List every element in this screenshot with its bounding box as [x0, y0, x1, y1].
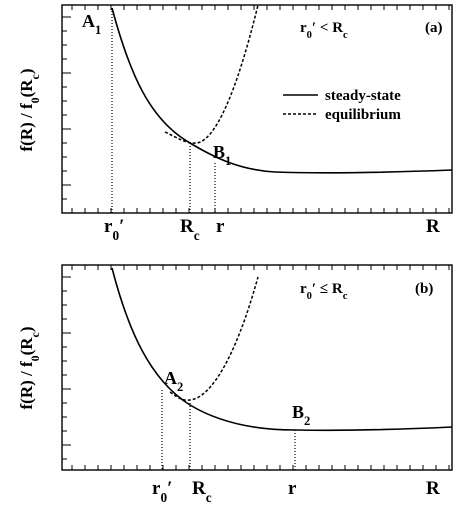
subscript: c	[206, 490, 212, 505]
subscript: 0	[28, 355, 42, 361]
equilibrium-curve	[169, 276, 259, 401]
subscript: 2	[177, 380, 183, 394]
x-axis-label: Rc	[180, 216, 200, 243]
frame	[61, 264, 453, 471]
text-part: A	[82, 11, 95, 31]
x-axis-label: r	[288, 478, 297, 499]
subscript: 0	[160, 490, 167, 505]
condition: r0′ < Rc	[300, 20, 348, 41]
ticks	[62, 265, 450, 470]
text-part: R	[180, 216, 194, 237]
subscript: c	[28, 332, 42, 337]
x-axis-label: r	[216, 216, 225, 237]
text-part: ′ < R	[312, 20, 343, 36]
subscript: 0	[112, 228, 119, 243]
text-part: (R	[17, 79, 36, 98]
x-axis-label: r0′	[152, 478, 172, 505]
subscript: 2	[304, 414, 310, 428]
panel-tag: (b)	[415, 281, 433, 297]
legend-label: steady-state	[325, 88, 401, 104]
x-axis-label: r0′	[104, 216, 124, 243]
subscript: 0	[28, 97, 42, 103]
ticks	[62, 5, 450, 213]
text-part: r	[288, 478, 297, 499]
y-axis-label: f(R) / f0(Rc)	[17, 326, 42, 409]
subscript: c	[343, 291, 348, 302]
text-part: )	[17, 68, 36, 74]
panel-b	[61, 264, 453, 471]
text-part: R	[192, 478, 206, 499]
text-part: ′	[119, 216, 124, 237]
text-part: B	[292, 402, 304, 422]
x-axis-label: R	[426, 478, 440, 499]
point-label: B2	[292, 402, 310, 428]
x-axis-label: Rc	[192, 478, 212, 505]
text-part: (R	[17, 337, 36, 356]
text-part: f(R) / f	[17, 361, 36, 409]
text-part: r	[152, 478, 161, 499]
steady-state-curve	[111, 267, 453, 432]
legend-label: equilibrium	[325, 107, 401, 123]
text-part: ′	[167, 478, 172, 499]
subscript: 0	[307, 291, 312, 302]
text-part: f(R) / f	[17, 103, 36, 151]
subscript: 0	[307, 30, 312, 41]
y-axis-label: f(R) / f0(Rc)	[17, 68, 42, 151]
text-part: B	[213, 142, 225, 162]
text-part: r	[104, 216, 113, 237]
text-part: )	[17, 326, 36, 332]
text-part: r	[300, 281, 307, 297]
text-part: A	[164, 368, 177, 388]
subscript: 1	[225, 154, 231, 168]
panel-a	[61, 4, 453, 214]
text-part: r	[216, 216, 225, 237]
point-label: B1	[213, 142, 231, 168]
panel-tag: (a)	[425, 20, 443, 36]
point-label: A1	[82, 11, 101, 37]
subscript: c	[194, 228, 200, 243]
subscript: c	[343, 30, 348, 41]
x-axis-label: R	[426, 216, 440, 237]
steady-state-curve	[111, 7, 453, 174]
text-part: R	[426, 216, 440, 237]
subscript: c	[28, 74, 42, 79]
text-part: r	[300, 20, 307, 36]
text-part: ′ ≤ R	[312, 281, 343, 297]
subscript: 1	[95, 23, 101, 37]
equilibrium-curve	[164, 4, 259, 144]
text-part: R	[426, 478, 440, 499]
frame	[61, 4, 453, 214]
point-label: A2	[164, 368, 183, 394]
condition: r0′ ≤ Rc	[300, 281, 348, 302]
